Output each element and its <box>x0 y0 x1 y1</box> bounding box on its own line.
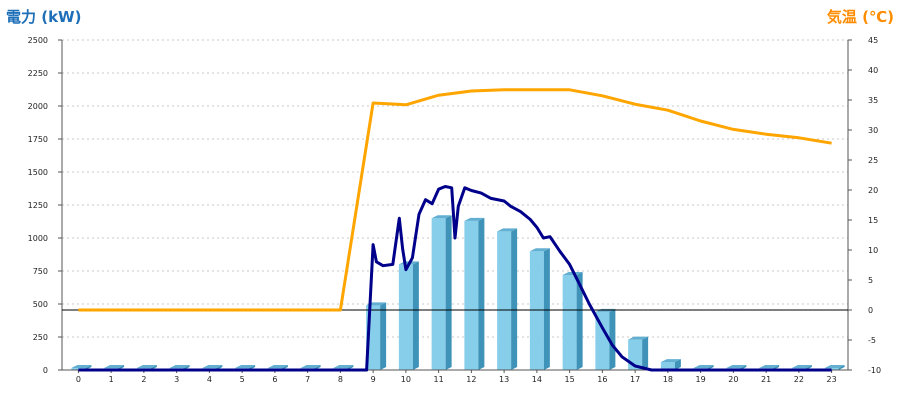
x-tick-label: 19 <box>696 375 706 384</box>
tick-labels: 02505007501000125015001750200022502500-1… <box>28 36 881 384</box>
x-tick-label: 14 <box>532 375 542 384</box>
x-tick-label: 4 <box>207 375 212 384</box>
left-tick-label: 2000 <box>28 102 48 111</box>
x-tick-label: 15 <box>565 375 575 384</box>
right-tick-label: 35 <box>868 96 878 105</box>
bar-front <box>497 231 512 370</box>
bar-front <box>595 311 610 370</box>
x-tick-label: 0 <box>76 375 81 384</box>
bar-side <box>511 228 518 370</box>
bar-front <box>464 220 479 370</box>
right-tick-label: 45 <box>868 36 878 45</box>
bar-side <box>609 308 616 370</box>
bar-top <box>529 248 550 252</box>
bar-top <box>759 365 780 368</box>
bar-top <box>235 365 256 368</box>
x-tick-label: 2 <box>141 375 146 384</box>
x-tick-label: 10 <box>401 375 411 384</box>
bar-front <box>562 274 577 370</box>
bar-front <box>431 218 446 370</box>
x-tick-label: 16 <box>597 375 607 384</box>
x-tick-label: 21 <box>761 375 771 384</box>
x-tick-label: 6 <box>272 375 277 384</box>
left-axis-title: 電力 (kW) <box>6 8 81 26</box>
bar-top <box>300 365 321 368</box>
bar-side <box>412 261 419 370</box>
right-axis-title: 気温 (℃) <box>827 8 894 26</box>
x-tick-label: 18 <box>663 375 673 384</box>
bar-top <box>333 365 354 368</box>
bar-top <box>497 228 518 232</box>
axes <box>58 39 852 373</box>
temperature-line <box>78 88 832 312</box>
left-tick-label: 1750 <box>28 135 48 144</box>
bar-top <box>202 365 223 368</box>
x-tick-label: 7 <box>305 375 310 384</box>
bar-top <box>693 365 714 368</box>
x-tick-label: 22 <box>794 375 804 384</box>
bar-top <box>104 365 125 368</box>
bar-side <box>838 365 845 370</box>
gridlines <box>62 39 848 338</box>
bar-side <box>674 359 681 370</box>
x-tick-label: 13 <box>499 375 509 384</box>
bar-top <box>824 365 845 368</box>
left-tick-label: 1250 <box>28 201 48 210</box>
left-tick-label: 1500 <box>28 168 48 177</box>
bar-top <box>431 215 452 219</box>
bar-side <box>478 217 485 370</box>
bar-side <box>445 215 452 370</box>
right-tick-label: -5 <box>868 336 876 345</box>
bar-top <box>267 365 288 368</box>
bar-top <box>136 365 157 368</box>
bar-top <box>169 365 190 368</box>
left-tick-label: 250 <box>33 333 48 342</box>
left-tick-label: 500 <box>33 300 48 309</box>
bar-top <box>628 336 649 340</box>
bar-top <box>660 359 681 363</box>
x-tick-label: 8 <box>338 375 343 384</box>
left-tick-label: 750 <box>33 267 48 276</box>
bar-front <box>660 362 675 370</box>
right-tick-label: 5 <box>868 276 873 285</box>
power-line <box>78 185 832 372</box>
x-tick-label: 9 <box>371 375 376 384</box>
bar-top <box>726 365 747 368</box>
right-tick-label: 10 <box>868 246 878 255</box>
left-tick-label: 1000 <box>28 234 48 243</box>
left-tick-label: 0 <box>43 366 48 375</box>
x-tick-label: 3 <box>174 375 179 384</box>
right-tick-label: -10 <box>868 366 881 375</box>
bar-front <box>71 368 86 370</box>
bar-front <box>529 251 544 370</box>
right-tick-label: 30 <box>868 126 878 135</box>
bar-side <box>642 336 649 370</box>
right-tick-label: 15 <box>868 216 878 225</box>
x-tick-label: 11 <box>434 375 444 384</box>
x-tick-label: 5 <box>240 375 245 384</box>
right-tick-label: 25 <box>868 156 878 165</box>
x-tick-label: 1 <box>109 375 114 384</box>
right-tick-label: 40 <box>868 66 878 75</box>
bar-top <box>791 365 812 368</box>
x-tick-label: 20 <box>728 375 738 384</box>
right-tick-label: 20 <box>868 186 878 195</box>
series-lines <box>78 88 832 372</box>
bar-top <box>464 217 485 221</box>
bar-side <box>380 302 387 370</box>
bar-front <box>824 368 839 370</box>
x-tick-label: 12 <box>466 375 476 384</box>
left-tick-label: 2250 <box>28 69 48 78</box>
x-tick-label: 23 <box>827 375 837 384</box>
x-tick-label: 17 <box>630 375 640 384</box>
left-tick-label: 2500 <box>28 36 48 45</box>
bar-front <box>398 264 413 370</box>
bar-top <box>71 365 92 368</box>
right-tick-label: 0 <box>868 306 873 315</box>
bar-side <box>576 271 583 370</box>
bar-side <box>543 248 550 370</box>
